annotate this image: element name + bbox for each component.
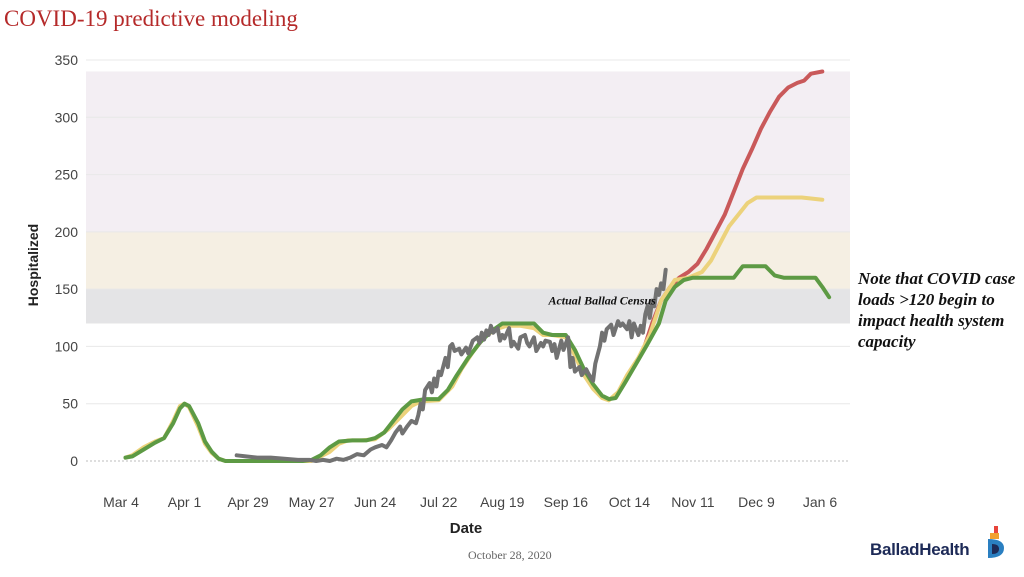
logo-wordmark: BalladHealth — [870, 540, 970, 559]
y-tick-label: 0 — [70, 453, 78, 469]
y-tick-label: 100 — [55, 338, 79, 354]
capacity-bands — [86, 71, 850, 324]
logo-mark-icon — [988, 526, 1004, 558]
x-tick-labels: Mar 4 Apr 1 Apr 29 May 27 Jun 24 Jul 22 Aug 19… — [103, 494, 837, 510]
y-tick-label: 350 — [55, 52, 79, 68]
gridlines — [86, 59, 850, 462]
capacity-band-1 — [86, 231, 850, 290]
capacity-band-2 — [86, 71, 850, 232]
x-tick-label: Aug 19 — [480, 494, 525, 510]
y-tick-label: 300 — [55, 109, 79, 125]
x-axis-label: Date — [450, 520, 483, 537]
x-tick-label: Nov 11 — [671, 494, 715, 510]
annotation-actual-census: Actual Ballad Census — [547, 294, 656, 308]
capacity-band-0 — [86, 289, 850, 324]
y-tick-label: 200 — [55, 224, 79, 240]
series-line-green-projection — [123, 264, 832, 463]
y-tick-labels: 0 50 100 150 200 250 300 350 — [55, 52, 79, 469]
x-tick-label: Jun 24 — [354, 494, 396, 510]
y-tick-label: 250 — [55, 167, 79, 183]
y-axis-label: Hospitalized — [25, 224, 41, 306]
x-tick-label: May 27 — [289, 494, 335, 510]
x-tick-label: Oct 14 — [609, 494, 650, 510]
y-tick-label: 150 — [55, 281, 79, 297]
series-line-actual-ballad-census — [234, 267, 668, 463]
chart-title: COVID-19 predictive modeling — [4, 6, 298, 31]
y-tick-label: 50 — [62, 396, 78, 412]
x-tick-label: Apr 1 — [168, 494, 202, 510]
x-tick-label: Apr 29 — [227, 494, 268, 510]
x-tick-label: Sep 16 — [544, 494, 589, 510]
x-tick-label: Jul 22 — [420, 494, 458, 510]
x-tick-label: Jan 6 — [803, 494, 837, 510]
footer-date: October 28, 2020 — [468, 548, 552, 562]
capacity-note: Note that COVID case loads >120 begin to… — [858, 269, 1016, 351]
x-tick-label: Dec 9 — [738, 494, 775, 510]
series-lines — [123, 69, 832, 463]
x-tick-label: Mar 4 — [103, 494, 139, 510]
